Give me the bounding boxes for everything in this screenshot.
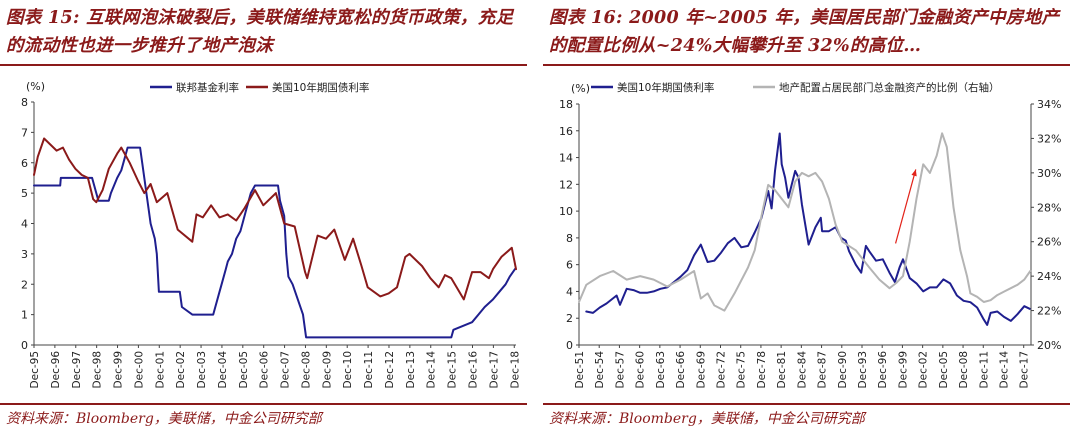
x-tick-label: Dec-81 xyxy=(776,351,788,388)
y2-tick-label: 32% xyxy=(1037,132,1061,145)
x-tick-label: Dec-69 xyxy=(695,351,707,388)
x-tick-label: Dec-05 xyxy=(238,351,250,388)
y-tick-label: 0 xyxy=(21,339,28,352)
y-tick-label: 7 xyxy=(21,126,28,139)
y-tick-label: 2 xyxy=(566,312,573,325)
y-tick-label: 4 xyxy=(21,218,28,231)
x-tick-label: Dec-57 xyxy=(614,351,626,388)
chart-panel-right: 图表 16: 2000 年~2005 年，美国居民部门金融资产中房地产的配置比例… xyxy=(543,0,1070,443)
x-tick-label: Dec-99 xyxy=(113,351,125,388)
x-tick-label: Dec-14 xyxy=(998,351,1010,389)
y-tick-label: 5 xyxy=(21,187,28,200)
chart-title: 图表 16: 2000 年~2005 年，美国居民部门金融资产中房地产的配置比例… xyxy=(549,8,1060,56)
y-tick-label: 6 xyxy=(566,259,573,272)
y2-tick-label: 34% xyxy=(1037,98,1061,111)
x-tick-label: Dec-95 xyxy=(29,351,41,388)
x-tick-label: Dec-18 xyxy=(509,351,521,388)
x-tick-label: Dec-84 xyxy=(796,351,808,389)
x-tick-label: Dec-54 xyxy=(594,351,606,389)
x-tick-label: Dec-72 xyxy=(715,351,727,388)
y-tick-label: 14 xyxy=(559,152,573,165)
x-tick-label: Dec-51 xyxy=(574,351,586,388)
x-tick-label: Dec-08 xyxy=(958,351,970,388)
x-tick-label: Dec-02 xyxy=(918,351,930,388)
x-tick-label: Dec-96 xyxy=(877,351,889,389)
x-tick-label: Dec-11 xyxy=(978,351,990,388)
y-tick-label: 18 xyxy=(559,98,573,111)
y-tick-label: 4 xyxy=(566,285,573,298)
y2-tick-label: 24% xyxy=(1037,270,1061,283)
source-note: 资料来源：Bloomberg，美联储，中金公司研究部 xyxy=(6,411,322,427)
y-axis-unit-label: (%) xyxy=(26,80,45,93)
chart-svg-right: (%) 0 2 4 6 8 10 12 14 16 18 20% 22% 24% 26% 28% 30% 32% 3… xyxy=(559,81,1061,389)
x-tick-label: Dec-93 xyxy=(857,351,869,388)
legend-label: 美国10年期国债利率 xyxy=(617,81,714,94)
y2-tick-label: 26% xyxy=(1037,236,1061,249)
x-tick-label: Dec-11 xyxy=(363,351,375,388)
y2-tick-label: 28% xyxy=(1037,201,1061,214)
legend-label: 联邦基金利率 xyxy=(176,81,239,94)
source-rule xyxy=(543,403,1070,405)
legend-label: 地产配置占居民部门总金融资产的比例（右轴） xyxy=(779,81,1000,94)
x-tick-label: Dec-00 xyxy=(133,351,145,388)
y-axis-unit-label: (%) xyxy=(571,82,590,95)
title-rule xyxy=(543,64,1070,66)
series-line xyxy=(578,132,1032,312)
x-tick-label: Dec-10 xyxy=(342,351,354,388)
x-tick-label: Dec-02 xyxy=(175,351,187,388)
x-tick-label: Dec-99 xyxy=(897,351,909,388)
x-tick-label: Dec-63 xyxy=(655,351,667,388)
chart-svg-left: (%) 0 1 2 3 4 5 6 7 8 Dec-95 Dec-96 Dec-97 Dec-98 Dec-… xyxy=(21,80,521,389)
x-tick-label: Dec-90 xyxy=(837,351,849,388)
y-tick-label: 8 xyxy=(566,232,573,245)
y-tick-label: 16 xyxy=(559,125,573,138)
annotation-arrow xyxy=(894,169,917,244)
x-tick-label: Dec-17 xyxy=(488,351,500,388)
chart-title: 图表 15: 互联网泡沫破裂后，美联储维持宽松的货币政策，充足的流动性也进一步推… xyxy=(6,8,514,56)
x-tick-label: Dec-75 xyxy=(736,351,748,388)
y2-tick-label: 22% xyxy=(1037,305,1061,318)
x-tick-label: Dec-08 xyxy=(300,351,312,388)
y-tick-label: 10 xyxy=(559,205,573,218)
x-tick-label: Dec-07 xyxy=(280,351,292,388)
y-tick-label: 6 xyxy=(21,157,28,170)
y2-tick-label: 20% xyxy=(1037,339,1061,352)
x-tick-label: Dec-03 xyxy=(196,351,208,388)
x-tick-label: Dec-60 xyxy=(635,351,647,388)
legend-label: 美国10年期国债利率 xyxy=(272,81,369,94)
y-tick-label: 1 xyxy=(21,309,28,322)
x-tick-label: Dec-05 xyxy=(938,351,950,388)
y-tick-label: 8 xyxy=(21,96,28,109)
x-tick-label: Dec-87 xyxy=(817,351,829,388)
annotation-arrowhead xyxy=(911,169,917,177)
x-tick-label: Dec-04 xyxy=(217,351,229,389)
source-rule xyxy=(0,403,527,405)
y2-tick-label: 30% xyxy=(1037,167,1061,180)
x-tick-label: Dec-16 xyxy=(468,351,480,389)
title-rule xyxy=(0,64,527,66)
series-line xyxy=(585,132,1031,326)
y-tick-label: 2 xyxy=(21,278,28,291)
x-tick-label: Dec-06 xyxy=(259,351,271,389)
x-tick-label: Dec-97 xyxy=(71,351,83,388)
x-tick-label: Dec-96 xyxy=(50,351,62,389)
x-tick-label: Dec-15 xyxy=(447,351,459,388)
x-tick-label: Dec-17 xyxy=(1019,351,1031,388)
y-tick-label: 3 xyxy=(21,248,28,261)
x-tick-label: Dec-09 xyxy=(321,351,333,388)
x-tick-label: Dec-66 xyxy=(675,351,687,389)
series-line xyxy=(33,146,516,339)
x-tick-label: Dec-98 xyxy=(92,351,104,388)
y-tick-label: 0 xyxy=(566,339,573,352)
series-line xyxy=(33,137,517,301)
chart-panel-left: 图表 15: 互联网泡沫破裂后，美联储维持宽松的货币政策，充足的流动性也进一步推… xyxy=(0,0,527,443)
x-tick-label: Dec-78 xyxy=(756,351,768,388)
source-note: 资料来源：Bloomberg，美联储，中金公司研究部 xyxy=(549,411,865,427)
y-tick-label: 12 xyxy=(559,178,573,191)
x-tick-label: Dec-13 xyxy=(405,351,417,388)
x-tick-label: Dec-14 xyxy=(426,351,438,389)
x-tick-label: Dec-01 xyxy=(154,351,166,388)
x-tick-label: Dec-12 xyxy=(384,351,396,388)
